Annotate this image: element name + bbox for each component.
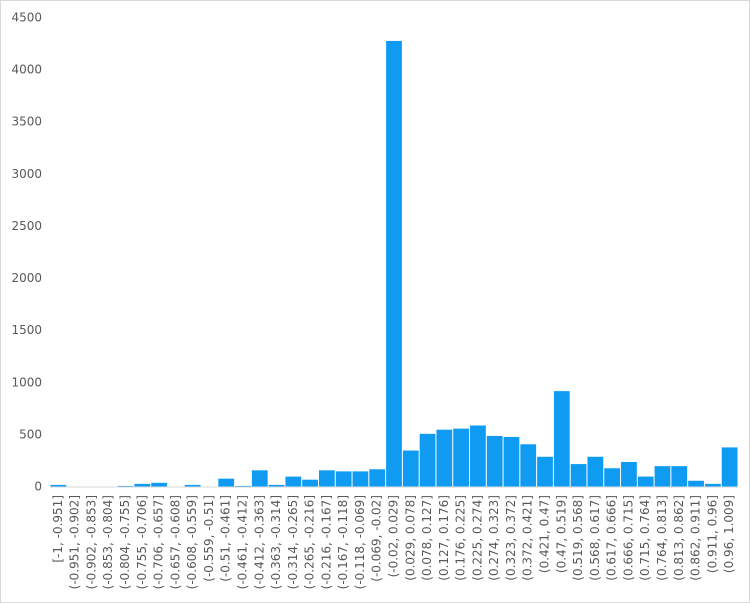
x-tick-label: (0.519, 0.568] [571, 495, 585, 581]
x-tick-label: (-0.118, -0.069] [353, 495, 367, 589]
x-tick-label: (0.764, 0.813] [655, 495, 669, 581]
x-tick-label: (-0.657, -0.608] [168, 495, 182, 589]
x-tick-label: (-0.804, -0.755] [118, 495, 132, 589]
x-tick-label: (-0.51, -0.461] [219, 495, 233, 582]
bar [386, 40, 402, 487]
y-tick-label: 0 [34, 480, 42, 494]
x-tick-label: (0.47, 0.519] [554, 495, 568, 573]
bar [436, 429, 453, 487]
y-tick-label: 3000 [11, 167, 42, 181]
y-tick-label: 4000 [11, 63, 42, 77]
bar [302, 479, 318, 487]
bar [352, 471, 369, 487]
bar [621, 461, 637, 487]
bar [520, 444, 537, 487]
bar [251, 470, 268, 487]
bar [721, 447, 738, 487]
bar [369, 469, 386, 487]
x-tick-label: (-0.314, -0.265] [286, 495, 300, 589]
y-tick-label: 4500 [11, 11, 42, 25]
bar [402, 450, 419, 487]
x-tick-label: (-0.853, -0.804] [101, 495, 115, 589]
bar [235, 485, 251, 487]
bar [285, 476, 302, 487]
bar [688, 480, 704, 487]
x-tick-label: (0.715, 0.764] [638, 495, 652, 581]
bar [570, 464, 587, 487]
bar [604, 468, 621, 487]
y-tick-label: 2000 [11, 271, 42, 285]
x-tick-label: (0.96, 1.009] [722, 495, 736, 573]
bar [553, 391, 570, 487]
bar [318, 470, 335, 487]
x-tick-label: (0.274, 0.323] [487, 495, 501, 581]
bar [151, 482, 167, 487]
bar [470, 425, 486, 487]
bar [486, 435, 503, 487]
bar [184, 484, 201, 487]
x-tick-label: (0.127, 0.176] [437, 495, 451, 581]
x-tick-label: (0.568, 0.617] [588, 495, 602, 581]
y-tick-label: 500 [19, 427, 42, 441]
bar [587, 456, 604, 487]
bar [503, 436, 520, 487]
bar [537, 456, 553, 487]
x-tick-label: (-0.265, -0.216] [303, 495, 317, 589]
x-tick-label: (-0.363, -0.314] [269, 495, 283, 589]
x-tick-label: (0.813, 0.862] [672, 495, 686, 581]
y-tick-label: 3500 [11, 115, 42, 129]
bar [637, 476, 654, 487]
x-tick-label: (0.666, 0.715] [621, 495, 635, 581]
x-tick-label: (-0.461, -0.412] [235, 495, 249, 589]
x-tick-label: (-0.559, -0.51] [202, 495, 216, 582]
x-tick-label: (0.862, 0.911] [689, 495, 703, 581]
bar [117, 485, 134, 487]
x-tick-label: (0.372, 0.421] [521, 495, 535, 581]
bar [671, 466, 688, 487]
bar [704, 483, 721, 487]
x-tick-label: (0.176, 0.225] [454, 495, 468, 581]
y-tick-label: 2500 [11, 219, 42, 233]
bar [654, 466, 671, 487]
y-tick-label: 1500 [11, 323, 42, 337]
x-tick-label: (0.617, 0.666] [605, 495, 619, 581]
x-tick-label: (-0.902, -0.853] [84, 495, 98, 589]
x-tick-label: [-1, -0.951] [51, 495, 65, 563]
x-tick-label: (-0.216, -0.167] [319, 495, 333, 589]
x-tick-label: (0.078, 0.127] [420, 495, 434, 581]
bar [218, 478, 235, 487]
bar [268, 484, 285, 487]
x-tick-label: (0.911, 0.96] [705, 495, 719, 573]
x-tick-label: (-0.167, -0.118] [336, 495, 350, 589]
bar [335, 471, 352, 487]
bar [419, 433, 436, 487]
x-tick-label: (0.029, 0.078] [403, 495, 417, 581]
bar [134, 483, 151, 487]
x-tick-label: (-0.02, 0.029] [387, 495, 401, 577]
bar [453, 428, 470, 487]
x-tick-label: (-0.412, -0.363] [252, 495, 266, 589]
x-tick-label: (0.225, 0.274] [470, 495, 484, 581]
y-tick-label: 1000 [11, 375, 42, 389]
x-tick-label: (-0.706, -0.657] [152, 495, 166, 589]
x-tick-label: (-0.069, -0.02] [370, 495, 384, 582]
bar [50, 484, 67, 487]
x-tick-label: (-0.608, -0.559] [185, 495, 199, 589]
x-tick-label: (-0.951, -0.902] [68, 495, 82, 589]
x-tick-label: (0.421, 0.47] [538, 495, 552, 573]
x-tick-label: (-0.755, -0.706] [135, 495, 149, 589]
x-tick-label: (0.323, 0.372] [504, 495, 518, 581]
